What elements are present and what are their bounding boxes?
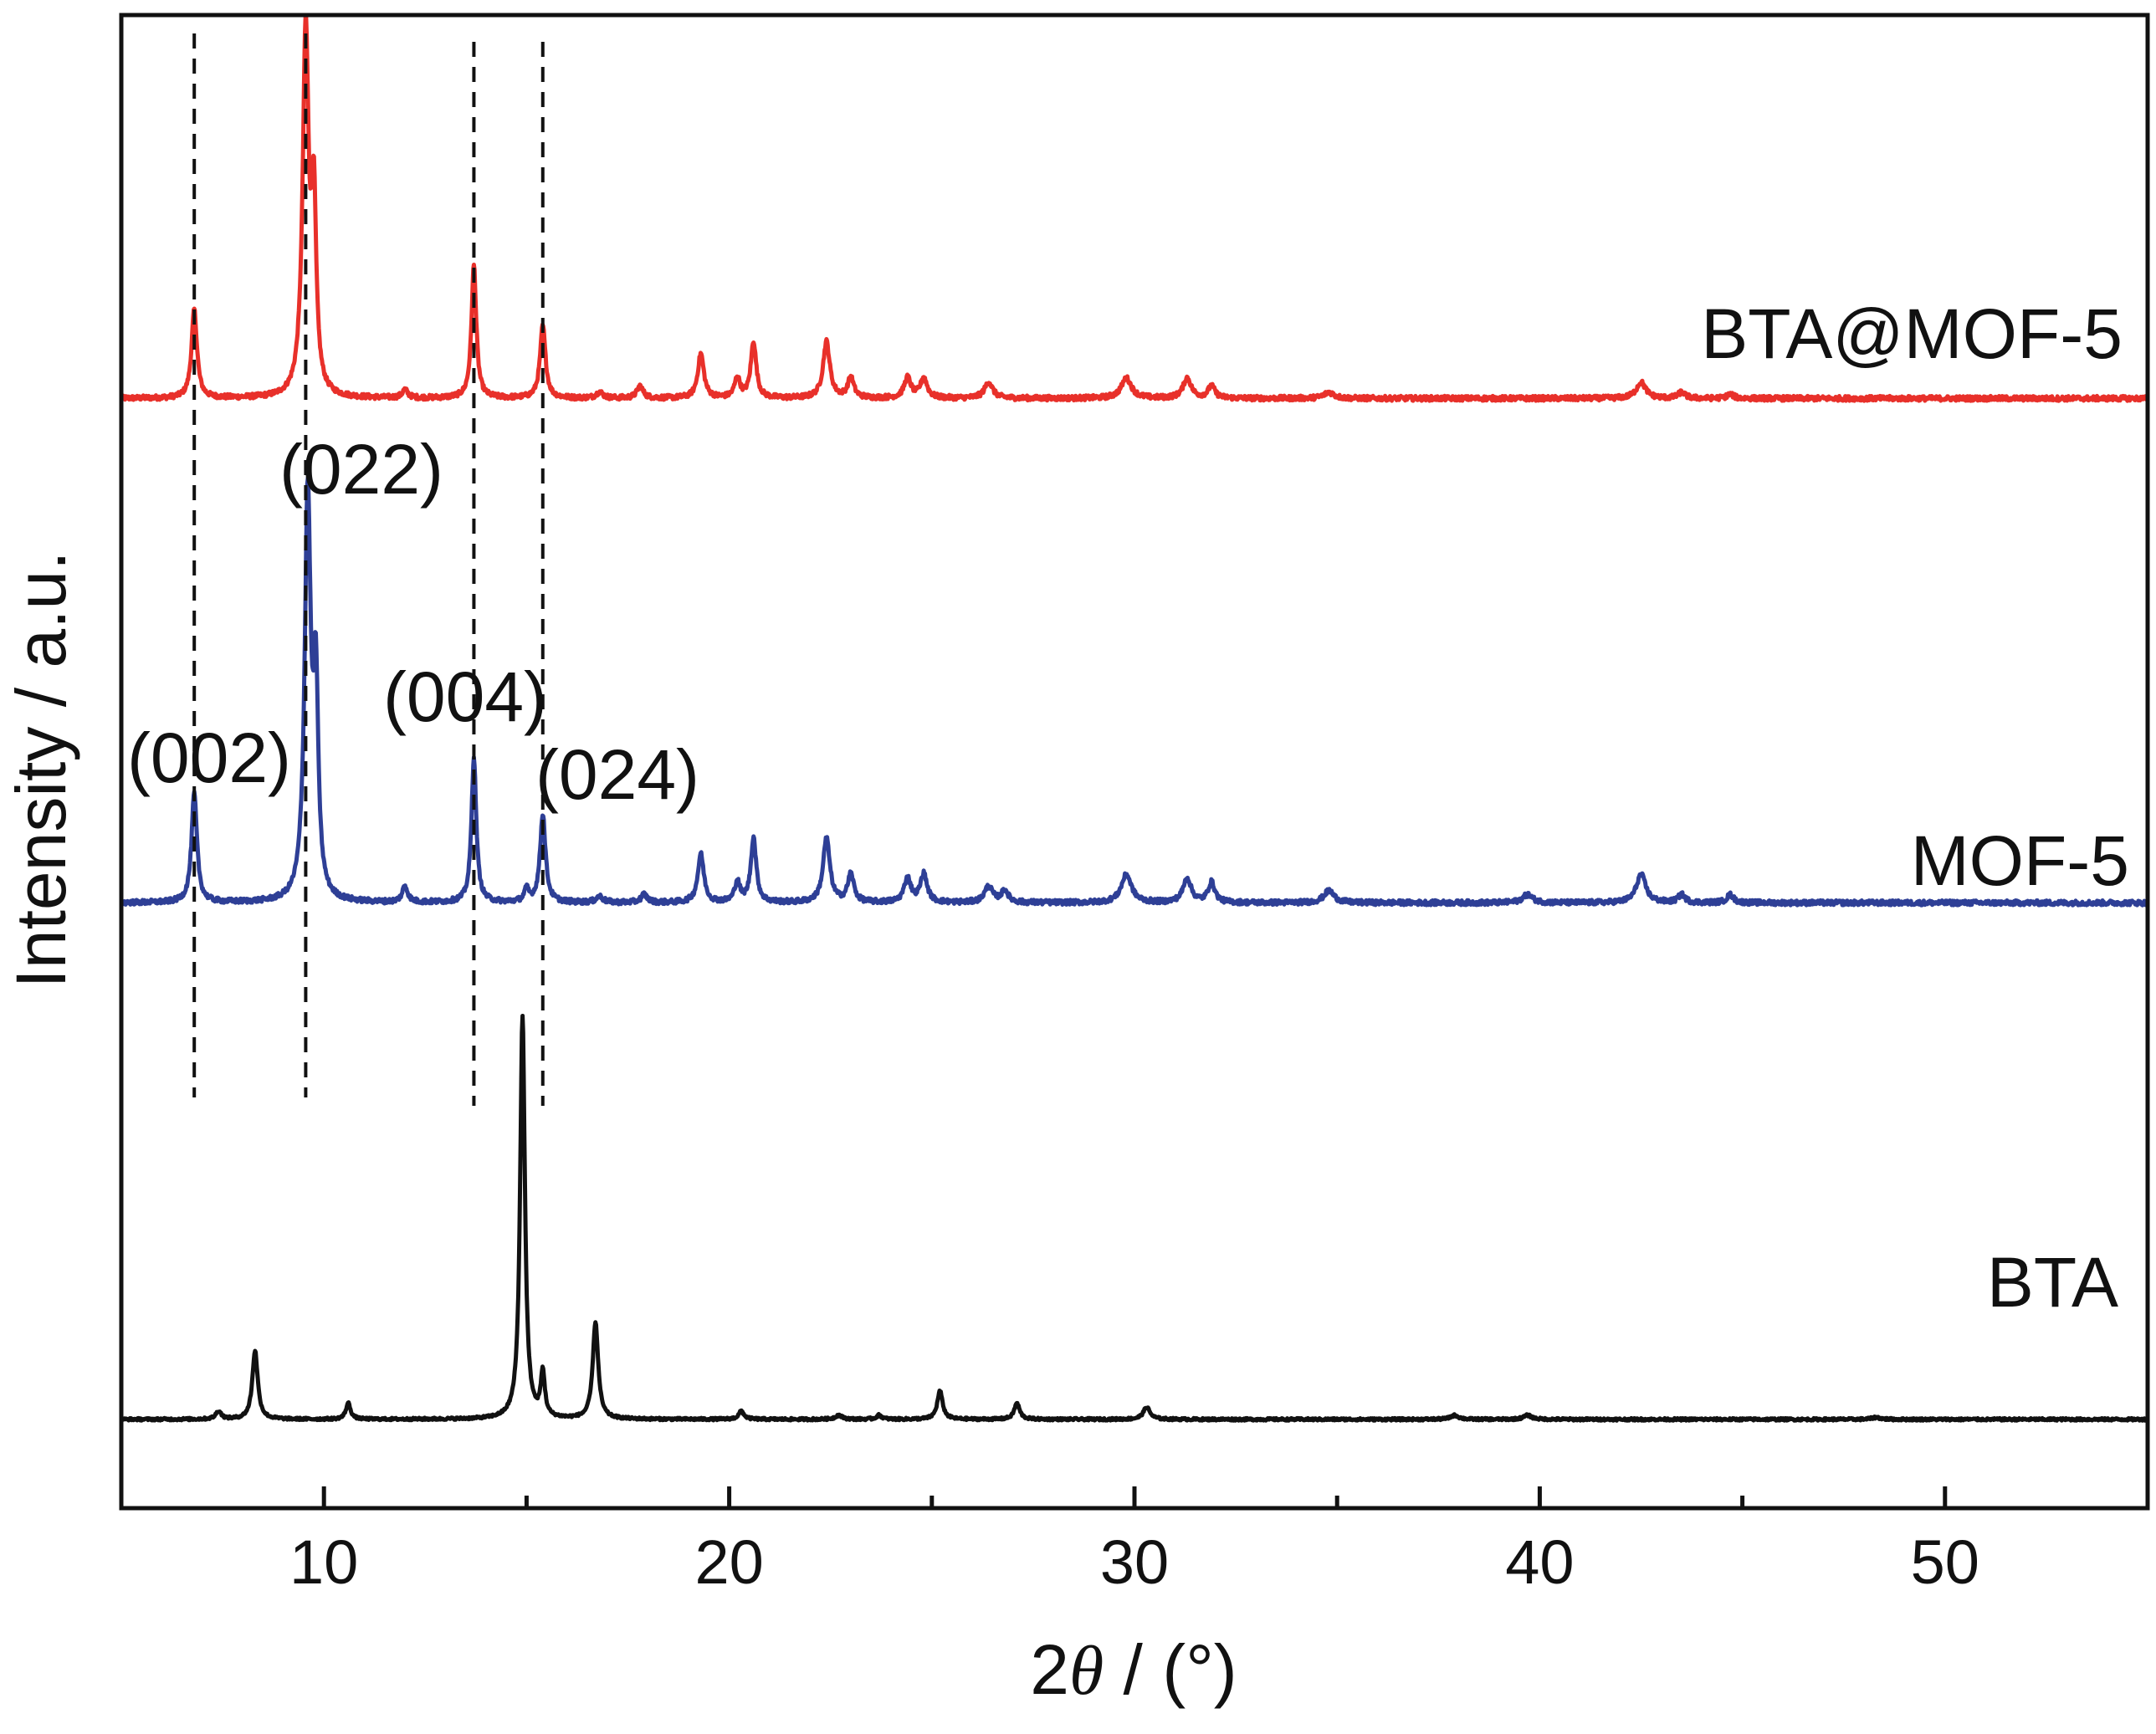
y-axis-title: Intensity / a.u. xyxy=(2,551,80,989)
x-axis-title: 2θ / (°) xyxy=(1030,1630,1237,1710)
x-axis-title-symbol: θ xyxy=(1069,1632,1104,1710)
hkl-label-004: (004) xyxy=(383,657,547,736)
series-line-2 xyxy=(119,1014,2149,1423)
x-axis-ticks: 10 20 30 40 50 xyxy=(289,1486,1979,1597)
x-tick-label: 10 xyxy=(289,1527,358,1597)
series-label-bta-mof5: BTA@MOF-5 xyxy=(1701,294,2123,373)
plot-area xyxy=(119,14,2150,1423)
x-axis-title-prefix: 2 xyxy=(1030,1630,1069,1709)
x-tick-label: 50 xyxy=(1911,1527,1979,1597)
hkl-label-024: (024) xyxy=(535,735,699,814)
hkl-label-002: (002) xyxy=(127,719,291,797)
series-line-1 xyxy=(120,475,2150,908)
x-tick-label: 30 xyxy=(1100,1527,1169,1597)
plot-frame xyxy=(119,13,2150,1511)
series-line-0 xyxy=(119,14,2149,403)
x-tick-label: 40 xyxy=(1505,1527,1574,1597)
series-label-mof5: MOF-5 xyxy=(1911,821,2129,900)
hkl-label-022: (022) xyxy=(279,430,443,509)
x-tick-label: 20 xyxy=(694,1527,763,1597)
x-axis-title-suffix: / (°) xyxy=(1104,1630,1237,1709)
series-label-bta: BTA xyxy=(1987,1243,2118,1322)
